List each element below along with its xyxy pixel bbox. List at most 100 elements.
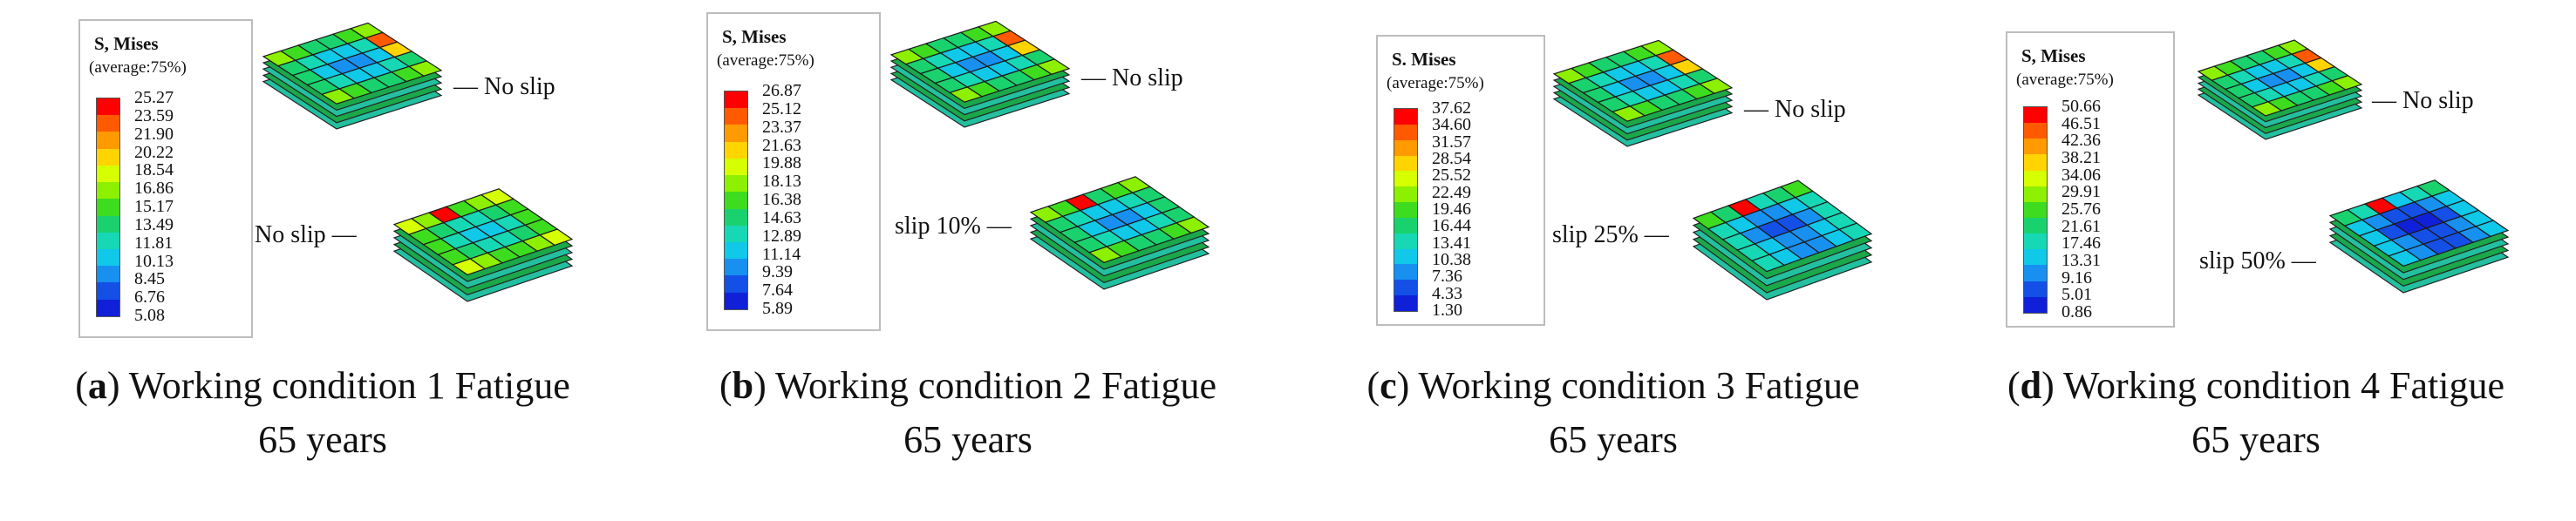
callout-top: — No slip — [1744, 96, 1846, 123]
scale-tick-label: 20.22 — [134, 142, 174, 162]
panel-b: S, Mises (average:75%) 26.87 25.12 23.37 21… — [645, 0, 1291, 521]
scale-tick-label: 16.38 — [762, 190, 801, 209]
color-swatch — [2024, 139, 2047, 155]
stress-legend: S. Mises (average:75%) 37.62 34.60 31.57 28… — [1376, 35, 1545, 326]
scale-tick-label: 11.14 — [762, 244, 801, 264]
scale-tick-label: 21.63 — [762, 135, 801, 155]
color-scale — [724, 91, 748, 310]
caption-letter: a — [87, 364, 107, 407]
scale-tick-label: 38.21 — [2061, 148, 2101, 167]
callout-bottom: slip 50% — — [2199, 247, 2316, 274]
stress-legend: S, Mises (average:75%) 50.66 46.51 42.36 38… — [2006, 31, 2175, 328]
color-swatch — [2024, 296, 2047, 313]
color-swatch — [97, 98, 119, 116]
color-swatch — [1394, 264, 1417, 281]
scale-tick-label: 42.36 — [2061, 131, 2101, 151]
mesh-cell — [2474, 220, 2510, 238]
color-swatch — [725, 225, 747, 242]
color-swatch — [2024, 186, 2047, 202]
color-swatch — [97, 199, 119, 216]
color-swatch — [1394, 233, 1417, 249]
color-swatch — [725, 241, 747, 260]
fe-plate-bottom — [392, 188, 574, 302]
caption-text: Working condition 4 Fatigue — [2062, 364, 2505, 407]
scale-tick-label: 29.91 — [2061, 182, 2101, 202]
scale-tick-label: 34.60 — [1432, 115, 1471, 135]
color-scale — [96, 98, 120, 317]
scale-tick-label: 10.13 — [134, 251, 174, 271]
color-scale — [2023, 106, 2048, 314]
color-swatch — [97, 232, 119, 249]
caption-text: Working condition 3 Fatigue — [1418, 364, 1860, 407]
scale-tick-label: 4.33 — [1432, 283, 1462, 303]
callout-top: — No slip — [1081, 64, 1183, 91]
fe-plate-bottom — [1029, 176, 1210, 290]
color-swatch — [725, 175, 747, 193]
panel-a: S, Mises (average:75%) 25.27 23.59 21.90 20… — [0, 0, 645, 521]
scale-tick-label: 9.39 — [762, 262, 793, 282]
color-swatch — [1394, 280, 1417, 296]
scale-tick-label: 5.08 — [134, 306, 165, 325]
legend-title: S. Mises — [1392, 49, 1456, 70]
color-swatch — [725, 91, 747, 109]
color-swatch — [1394, 217, 1417, 233]
caption-text: Working condition 2 Fatigue — [774, 364, 1217, 407]
scale-tick-label: 19.88 — [762, 153, 801, 173]
legend-subtitle: (average:75%) — [1387, 74, 1484, 92]
color-swatch — [1394, 139, 1417, 156]
scale-tick-label: 23.59 — [134, 105, 174, 125]
legend-title: S, Mises — [2021, 45, 2086, 66]
scale-tick-label: 16.86 — [134, 179, 174, 199]
color-swatch — [97, 215, 119, 233]
color-swatch — [1394, 248, 1417, 265]
callout-bottom: slip 25% — — [1552, 221, 1669, 248]
scale-tick-label: 21.61 — [2061, 216, 2101, 236]
scale-tick-label: 10.38 — [1432, 250, 1471, 269]
scale-tick-label: 5.01 — [2061, 285, 2092, 305]
color-swatch — [1394, 155, 1417, 172]
callout-top: — No slip — [453, 73, 555, 100]
scale-tick-label: 46.51 — [2061, 113, 2101, 133]
color-swatch — [97, 282, 119, 300]
color-swatch — [725, 208, 747, 226]
scale-tick-label: 13.49 — [134, 214, 174, 234]
color-swatch — [1394, 124, 1417, 140]
scale-tick-label: 11.81 — [134, 233, 174, 253]
caption-letter: d — [2020, 364, 2042, 407]
mesh-cell — [1698, 78, 1734, 94]
scale-tick-label: 1.30 — [1432, 301, 1462, 320]
caption-letter: c — [1380, 364, 1397, 407]
legend-title: S, Mises — [94, 33, 159, 54]
color-swatch — [1394, 295, 1417, 311]
color-swatch — [2024, 170, 2047, 186]
caption: (c) Working condition 3 Fatigue 65 years — [1291, 359, 1936, 466]
scale-tick-label: 18.54 — [134, 160, 174, 180]
scale-tick-label: 19.46 — [1432, 200, 1471, 219]
color-swatch — [2024, 201, 2047, 218]
color-swatch — [725, 292, 747, 309]
scale-tick-label: 6.76 — [134, 288, 165, 308]
fe-plate-top — [889, 20, 1071, 128]
scale-tick-label: 8.45 — [134, 269, 165, 289]
stress-legend: S, Mises (average:75%) 25.27 23.59 21.90 20… — [78, 19, 253, 338]
scale-tick-label: 18.13 — [762, 172, 801, 192]
color-swatch — [725, 275, 747, 293]
scale-tick-label: 25.12 — [762, 98, 801, 118]
color-swatch — [97, 148, 119, 166]
caption: (b) Working condition 2 Fatigue 65 years — [645, 359, 1291, 466]
legend-subtitle: (average:75%) — [2016, 71, 2114, 89]
color-swatch — [2024, 265, 2047, 281]
color-swatch — [725, 259, 747, 276]
color-swatch — [1394, 186, 1417, 203]
caption: (a) Working condition 1 Fatigue 65 years — [0, 359, 645, 466]
color-scale — [1394, 108, 1418, 312]
scale-tick-label: 14.63 — [762, 207, 801, 227]
caption-line2: 65 years — [1549, 417, 1678, 461]
mesh-cell — [1175, 216, 1210, 234]
caption-line2: 65 years — [2191, 417, 2320, 461]
fe-plate-bottom — [2328, 179, 2510, 294]
caption-line2: 65 years — [258, 417, 387, 461]
color-swatch — [725, 158, 747, 176]
color-swatch — [1394, 171, 1417, 187]
color-swatch — [1394, 109, 1417, 125]
